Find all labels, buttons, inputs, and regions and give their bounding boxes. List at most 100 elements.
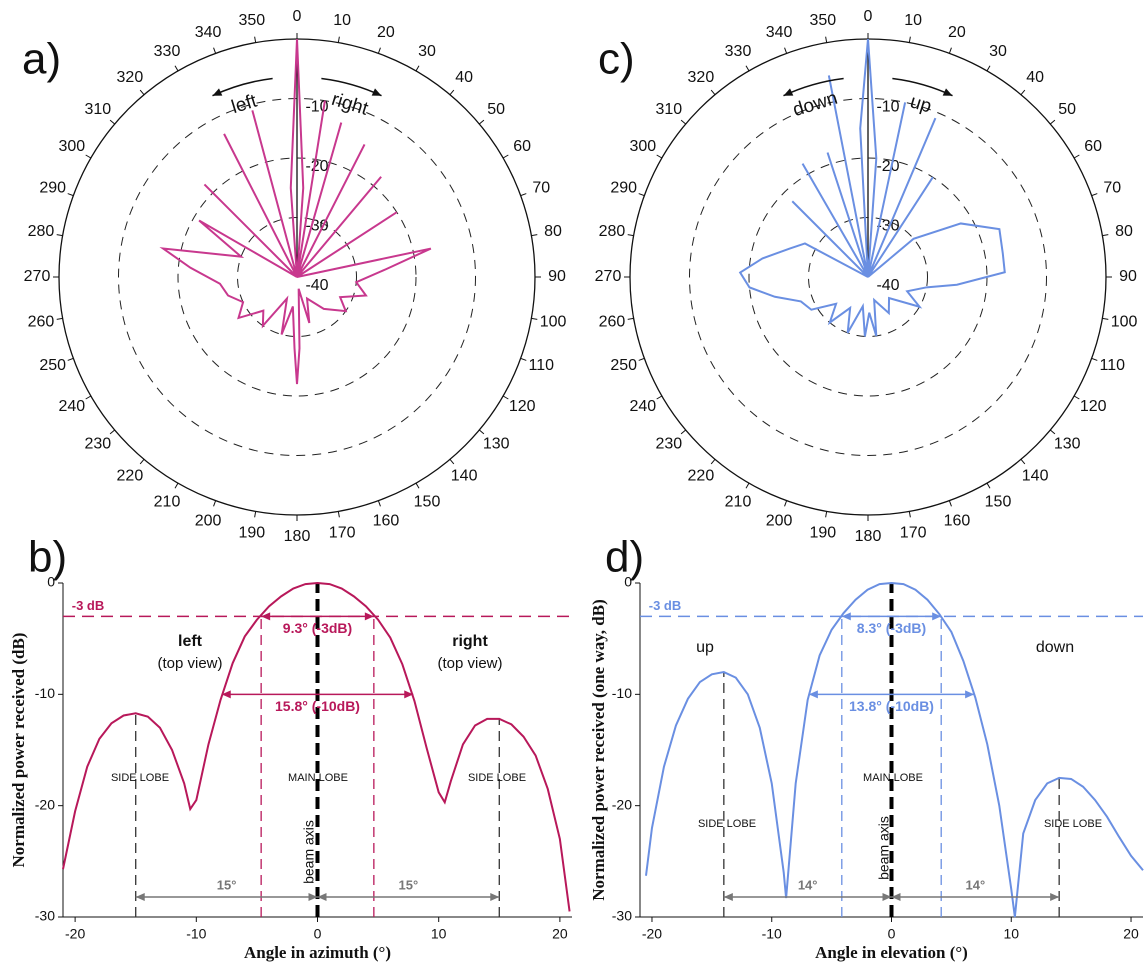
x-tick-label: 20	[1123, 926, 1139, 942]
annotation: MAIN LOBE	[288, 772, 348, 784]
annotation: right	[452, 633, 488, 650]
theta-tick	[1102, 317, 1109, 320]
theta-tick	[85, 154, 92, 159]
theta-tick	[139, 458, 145, 465]
arrow-head	[490, 892, 500, 901]
arrow-head	[932, 612, 942, 621]
y-axis-title: Normalized power received (dB)	[9, 633, 28, 868]
theta-tick	[174, 65, 179, 72]
x-axis-title: Angle in azimuth (°)	[244, 943, 391, 962]
theta-tick	[449, 89, 455, 96]
x-tick-label: -20	[642, 926, 662, 942]
theta-tick	[56, 317, 63, 320]
theta-tick	[139, 89, 145, 96]
theta-tick	[638, 357, 645, 361]
theta-tick	[745, 65, 750, 72]
theta-tick-label: 100	[1111, 313, 1138, 330]
theta-tick-label: 20	[377, 24, 395, 41]
x-tick-label: 20	[552, 926, 568, 942]
theta-tick-label: 30	[989, 43, 1007, 60]
theta-tick	[784, 47, 788, 54]
theta-tick	[449, 458, 455, 465]
grid-circle	[118, 98, 476, 456]
theta-tick	[502, 395, 509, 400]
theta-tick-label: 170	[329, 524, 356, 541]
direction-label: left	[229, 90, 260, 118]
theta-tick-label: 180	[855, 528, 882, 545]
y-tick-label: -20	[612, 796, 632, 812]
annotation: SIDE LOBE	[468, 772, 526, 784]
theta-tick	[908, 36, 911, 43]
theta-tick-label: 190	[238, 524, 265, 541]
theta-tick	[948, 47, 952, 54]
annotation: SIDE LOBE	[111, 772, 169, 784]
grid-circle	[808, 217, 928, 337]
theta-tick-label: 50	[1058, 101, 1076, 118]
span-label: 15.8° (-10dB)	[275, 698, 360, 714]
annotation: (top view)	[437, 655, 502, 672]
arrow-head	[841, 612, 851, 621]
annotation: left	[178, 633, 203, 650]
theta-tick	[213, 500, 217, 507]
theta-tick-label: 180	[284, 528, 311, 545]
theta-tick-label: 10	[333, 12, 351, 29]
theta-tick-label: 70	[1103, 179, 1121, 196]
r-tick-label: -10	[876, 99, 899, 116]
theta-tick-label: 0	[293, 8, 302, 25]
theta-tick-label: 320	[688, 69, 715, 86]
y-axis-title: Normalized power received (one way, dB)	[589, 599, 608, 901]
span-label: 14°	[965, 877, 985, 892]
annotation: beam axis	[876, 816, 892, 880]
arrow-head	[364, 612, 374, 621]
theta-tick-label: 220	[688, 467, 715, 484]
theta-tick-label: 160	[373, 513, 400, 530]
panel-label: b)	[28, 533, 67, 582]
x-tick-label: 0	[314, 926, 322, 942]
theta-tick	[337, 511, 340, 518]
span-label: 15°	[399, 877, 419, 892]
arrow-head	[808, 690, 818, 699]
theta-tick	[502, 154, 509, 159]
theta-tick-label: 80	[544, 223, 562, 240]
theta-tick	[1073, 395, 1080, 400]
theta-tick-label: 40	[455, 69, 473, 86]
theta-tick	[1049, 119, 1056, 125]
theta-tick-label: 120	[509, 398, 536, 415]
theta-tick-label: 40	[1026, 69, 1044, 86]
theta-tick	[213, 47, 217, 54]
theta-tick-label: 160	[944, 513, 971, 530]
theta-tick	[174, 482, 179, 489]
theta-tick-label: 150	[985, 493, 1012, 510]
arrow-head	[371, 88, 382, 96]
theta-tick-label: 80	[1115, 223, 1133, 240]
theta-tick	[1049, 429, 1056, 435]
direction-label: up	[908, 91, 934, 117]
theta-tick-label: 250	[610, 357, 637, 374]
annotation: SIDE LOBE	[698, 818, 756, 830]
theta-tick-label: 130	[483, 435, 510, 452]
arrow-head	[942, 88, 953, 96]
x-tick-label: -10	[762, 926, 782, 942]
theta-tick	[1073, 154, 1080, 159]
arrow-head	[135, 892, 145, 901]
theta-tick-label: 350	[809, 12, 836, 29]
theta-tick-label: 330	[725, 43, 752, 60]
theta-tick-label: 290	[610, 179, 637, 196]
span-label: 14°	[798, 877, 818, 892]
y-tick-label: -10	[35, 685, 55, 701]
arrow-head	[783, 88, 794, 96]
arrow-head	[261, 612, 271, 621]
theta-tick-label: 290	[39, 179, 66, 196]
theta-tick	[627, 234, 634, 237]
panel-label: c)	[598, 35, 635, 84]
annotation: (top view)	[157, 655, 222, 672]
theta-tick-label: 260	[28, 313, 55, 330]
theta-tick	[627, 317, 634, 320]
x-tick-label: 10	[1003, 926, 1019, 942]
theta-tick-label: 30	[418, 43, 436, 60]
annotation: MAIN LOBE	[863, 772, 923, 784]
theta-tick	[1091, 357, 1098, 361]
annotation: down	[1036, 639, 1074, 656]
theta-tick	[520, 193, 527, 197]
span-label: 13.8° (-10dB)	[849, 698, 934, 714]
